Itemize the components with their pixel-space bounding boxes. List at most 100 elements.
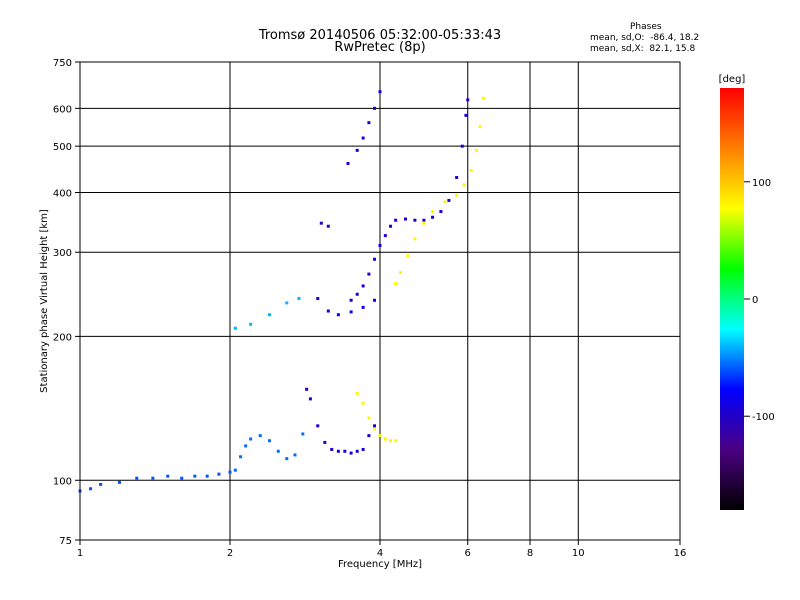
data-point [330, 447, 334, 451]
x-tick-label: 6 [465, 548, 471, 559]
data-point [193, 474, 197, 478]
data-point [373, 106, 377, 110]
colorbar-gradient [720, 88, 744, 510]
data-point [378, 243, 382, 247]
data-point [267, 313, 271, 317]
data-point [355, 449, 359, 453]
data-point [205, 474, 209, 478]
x-tick-label: 10 [572, 548, 585, 559]
data-point [462, 183, 466, 187]
data-point [361, 284, 365, 288]
data-point [383, 437, 387, 441]
data-point [89, 487, 93, 491]
data-point [316, 297, 320, 301]
data-point [297, 297, 301, 301]
chart-subtitle: RwPretec (8p) [334, 40, 426, 55]
colorbar-label: [deg] [719, 74, 746, 85]
data-point [373, 257, 377, 261]
data-point [319, 221, 323, 225]
data-point [135, 476, 139, 480]
data-point [249, 322, 253, 326]
data-point [228, 470, 232, 474]
x-tick-label: 16 [674, 548, 687, 559]
data-point [166, 474, 170, 478]
data-point [326, 224, 330, 228]
data-point [455, 193, 459, 197]
data-point [367, 434, 371, 438]
x-tick-label: 8 [527, 548, 533, 559]
phases-title: Phases [630, 22, 662, 32]
data-point [355, 148, 359, 152]
data-point [361, 136, 365, 140]
data-point [267, 439, 271, 443]
data-point [399, 271, 403, 275]
y-tick-label: 750 [53, 58, 72, 69]
y-tick-label: 200 [53, 332, 72, 343]
data-point [326, 309, 330, 313]
colorbar-tick-label: 0 [752, 295, 758, 306]
data-point [439, 210, 443, 214]
data-point [316, 424, 320, 428]
data-point [258, 434, 262, 438]
y-axis-title: Stationary phase Virtual Height [km] [39, 209, 50, 393]
data-point [349, 451, 353, 455]
data-point [151, 476, 155, 480]
data-point [305, 387, 309, 391]
data-point [293, 453, 297, 457]
colorbar-tick-label: 100 [752, 178, 771, 189]
data-point [217, 472, 221, 476]
data-point [355, 292, 359, 296]
data-point [378, 434, 382, 438]
data-point [373, 298, 377, 302]
data-point [464, 113, 468, 117]
data-point [443, 200, 447, 204]
data-point [475, 148, 479, 152]
data-point [422, 218, 426, 222]
data-point [349, 298, 353, 302]
y-axis: 75 100 200 300 400 500 600 750 [53, 58, 80, 547]
y-tick-label: 600 [53, 104, 72, 115]
data-point [233, 468, 237, 472]
data-point [323, 440, 327, 444]
data-point [478, 124, 482, 128]
data-point [355, 391, 359, 395]
data-point [285, 457, 289, 461]
data-point [394, 439, 398, 443]
data-point [367, 416, 371, 420]
data-point [239, 455, 243, 459]
data-point [367, 121, 371, 125]
x-tick-label: 1 [77, 548, 83, 559]
data-point [361, 447, 365, 451]
data-point [336, 449, 340, 453]
data-point [447, 198, 451, 202]
data-point [481, 96, 485, 100]
data-point [276, 449, 280, 453]
data-point [431, 215, 435, 219]
x-axis-title: Frequency [MHz] [338, 559, 422, 570]
data-point [233, 326, 237, 330]
data-point [373, 427, 377, 431]
phases-stats: Phases mean, sd,O: -86.4, 18.2 mean, sd,X:… [590, 22, 699, 55]
data-points [78, 90, 485, 493]
data-point [469, 168, 473, 172]
data-point [413, 237, 417, 241]
phases-x-line: mean, sd,X: 82.1, 15.8 [590, 44, 696, 54]
data-point [99, 482, 103, 486]
data-point [308, 397, 312, 401]
grid-lines [80, 62, 680, 540]
x-tick-label: 2 [227, 548, 233, 559]
data-point [422, 221, 426, 225]
phases-o-line: mean, sd,O: -86.4, 18.2 [590, 33, 700, 43]
data-point [383, 234, 387, 238]
data-point [431, 210, 435, 214]
x-axis: 1 2 4 6 8 10 16 [77, 540, 687, 559]
chart-title: Tromsø 20140506 05:32:00-05:33:43 [258, 28, 502, 43]
data-point [389, 439, 393, 443]
data-point [403, 217, 407, 221]
data-point [367, 272, 371, 276]
data-point [373, 424, 377, 428]
colorbar-tick-label: -100 [752, 412, 775, 423]
data-point [180, 476, 184, 480]
data-point [394, 282, 398, 286]
